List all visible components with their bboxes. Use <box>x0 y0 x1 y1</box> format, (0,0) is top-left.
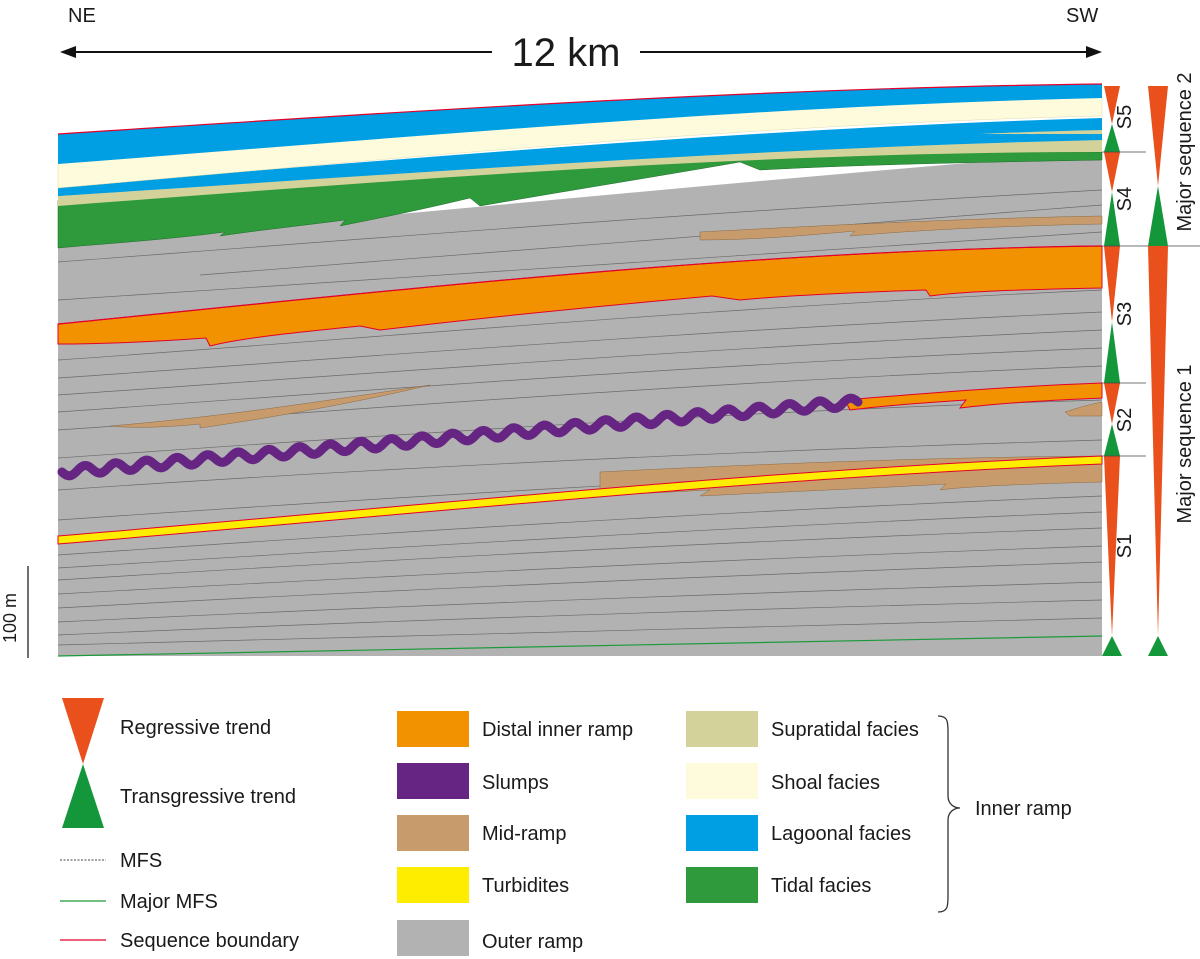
s4-regressive-triangle <box>1104 152 1120 192</box>
major1-regressive-triangle <box>1148 246 1168 636</box>
seq-label-s4: S4 <box>1114 187 1136 211</box>
legend-distal-inner-ramp-label: Distal inner ramp <box>482 719 633 741</box>
legend-turbidites-swatch <box>397 867 469 903</box>
seq-label-s3: S3 <box>1114 302 1136 326</box>
seq-label-s2: S2 <box>1114 408 1136 432</box>
s4-transgressive-triangle <box>1104 192 1120 246</box>
legend-shoal-label: Shoal facies <box>771 772 880 794</box>
sequence-column: S5 S4 S3 S2 S1 Major sequence 2 Major se… <box>1102 73 1200 656</box>
seq-label-s1: S1 <box>1114 534 1136 558</box>
legend-transgressive-icon <box>62 764 104 828</box>
s5-supratidal-band <box>980 130 1102 134</box>
legend-regressive-icon <box>62 698 104 764</box>
legend-sequence-boundary-label: Sequence boundary <box>120 930 299 952</box>
slump-band <box>57 393 863 481</box>
legend-supratidal-label: Supratidal facies <box>771 719 919 741</box>
sequence-boundaries <box>57 83 1103 325</box>
inner-ramp-brace <box>937 715 961 913</box>
legend-lagoonal-label: Lagoonal facies <box>771 823 911 845</box>
legend-regressive-label: Regressive trend <box>120 717 271 739</box>
major-sequence-1-label: Major sequence 1 <box>1174 365 1196 524</box>
legend-tidal-swatch <box>686 867 758 903</box>
legend-supratidal-swatch <box>686 711 758 747</box>
legend-slumps-swatch <box>397 763 469 799</box>
legend-lagoonal-swatch <box>686 815 758 851</box>
s1-regressive-triangle <box>1104 456 1120 636</box>
s4-mid-ramp <box>699 215 1103 241</box>
legend-turbidites-label: Turbidites <box>482 875 569 897</box>
legend-tidal-label: Tidal facies <box>771 875 871 897</box>
s5-lagoonal-facies <box>58 84 1102 164</box>
s3-regressive-triangle <box>1104 246 1120 322</box>
cross-section <box>57 83 1103 657</box>
major-sequence-2-label: Major sequence 2 <box>1174 73 1196 232</box>
legend-inner-ramp-label: Inner ramp <box>975 798 1072 820</box>
width-label: 12 km <box>512 31 621 75</box>
s4-supratidal-facies <box>58 140 1102 206</box>
width-arrow <box>60 46 1102 58</box>
legend-outer-ramp-label: Outer ramp <box>482 931 583 953</box>
s5-transgressive-triangle <box>1104 124 1120 152</box>
s2-mid-ramp-lens <box>109 384 431 429</box>
legend-shoal-swatch <box>686 763 758 799</box>
major2-transgressive-triangle <box>1148 186 1168 246</box>
legend-mid-ramp-label: Mid-ramp <box>482 823 566 845</box>
legend-facies: Distal inner ramp Slumps Mid-ramp Turbid… <box>397 711 1072 956</box>
legend-transgressive-label: Transgressive trend <box>120 786 296 808</box>
s1-transgressive-triangle <box>1102 636 1122 656</box>
s2-regressive-triangle <box>1104 383 1120 424</box>
s4-lagoonal-lower <box>58 118 1102 196</box>
sw-label: SW <box>1066 5 1098 27</box>
seq-label-s5: S5 <box>1114 105 1136 129</box>
major2-regressive-triangle <box>1148 86 1168 186</box>
legend-distal-inner-ramp-swatch <box>397 711 469 747</box>
legend-outer-ramp-swatch <box>397 920 469 956</box>
s5-regressive-triangle <box>1104 86 1120 124</box>
legend-mid-ramp-swatch <box>397 815 469 851</box>
legend-mfs-label: MFS <box>120 850 162 872</box>
ne-label: NE <box>68 5 96 27</box>
legend-major-mfs-label: Major MFS <box>120 891 218 913</box>
s3-transgressive-triangle <box>1104 322 1120 383</box>
s2-distal-inner-ramp <box>844 382 1103 411</box>
legend-slumps-label: Slumps <box>482 772 549 794</box>
legend-trends: Regressive trend Transgressive trend MFS… <box>60 698 299 952</box>
scale-bar-label: 100 m <box>0 593 20 643</box>
s2-transgressive-triangle <box>1104 424 1120 456</box>
s1-turbidite <box>57 455 1103 545</box>
s2-mid-ramp <box>1064 401 1103 417</box>
major1-transgressive-triangle <box>1148 636 1168 656</box>
